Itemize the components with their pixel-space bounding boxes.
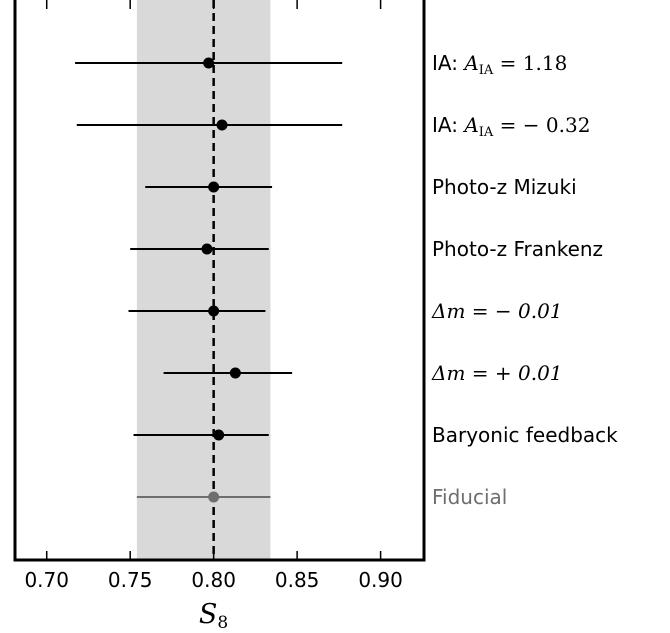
x-tick-label: 0.85 bbox=[275, 568, 320, 592]
x-tick-label: 0.80 bbox=[191, 568, 236, 592]
data-point bbox=[203, 57, 215, 69]
row-label: Photo-z Mizuki bbox=[432, 175, 577, 199]
data-point bbox=[208, 491, 220, 503]
x-axis-label: S8 bbox=[199, 599, 228, 633]
label-value: = 1.18 bbox=[493, 51, 567, 75]
data-point bbox=[208, 181, 220, 193]
x-tick-label: 0.75 bbox=[108, 568, 153, 592]
row-label: Photo-z Frankenz bbox=[432, 237, 603, 261]
label-value: = − 0.32 bbox=[493, 113, 590, 137]
label-symbol: A bbox=[462, 51, 478, 75]
plot-frame bbox=[13, 0, 426, 562]
label-subscript: IA bbox=[479, 125, 494, 140]
row-label: IA: AIA = − 0.32 bbox=[432, 113, 590, 140]
x-axis-symbol: S bbox=[199, 599, 218, 630]
x-tick-label: 0.90 bbox=[358, 568, 403, 592]
row-label: Fiducial bbox=[432, 485, 507, 509]
data-point bbox=[208, 305, 220, 317]
x-axis-subscript: 8 bbox=[217, 613, 228, 633]
label-symbol: A bbox=[462, 113, 478, 137]
data-point bbox=[201, 243, 213, 255]
x-tick-label: 0.70 bbox=[24, 568, 69, 592]
row-label: Baryonic feedback bbox=[432, 423, 618, 447]
data-point bbox=[229, 367, 241, 379]
label-prefix: IA: bbox=[432, 113, 464, 137]
row-label: IA: AIA = 1.18 bbox=[432, 51, 567, 78]
label-prefix: IA: bbox=[432, 51, 464, 75]
label-subscript: IA bbox=[479, 63, 494, 78]
data-point bbox=[216, 119, 228, 131]
row-label: Δm = + 0.01 bbox=[431, 361, 563, 385]
row-label: Δm = − 0.01 bbox=[431, 299, 563, 323]
reference-band bbox=[136, 0, 271, 560]
data-point bbox=[213, 429, 225, 441]
